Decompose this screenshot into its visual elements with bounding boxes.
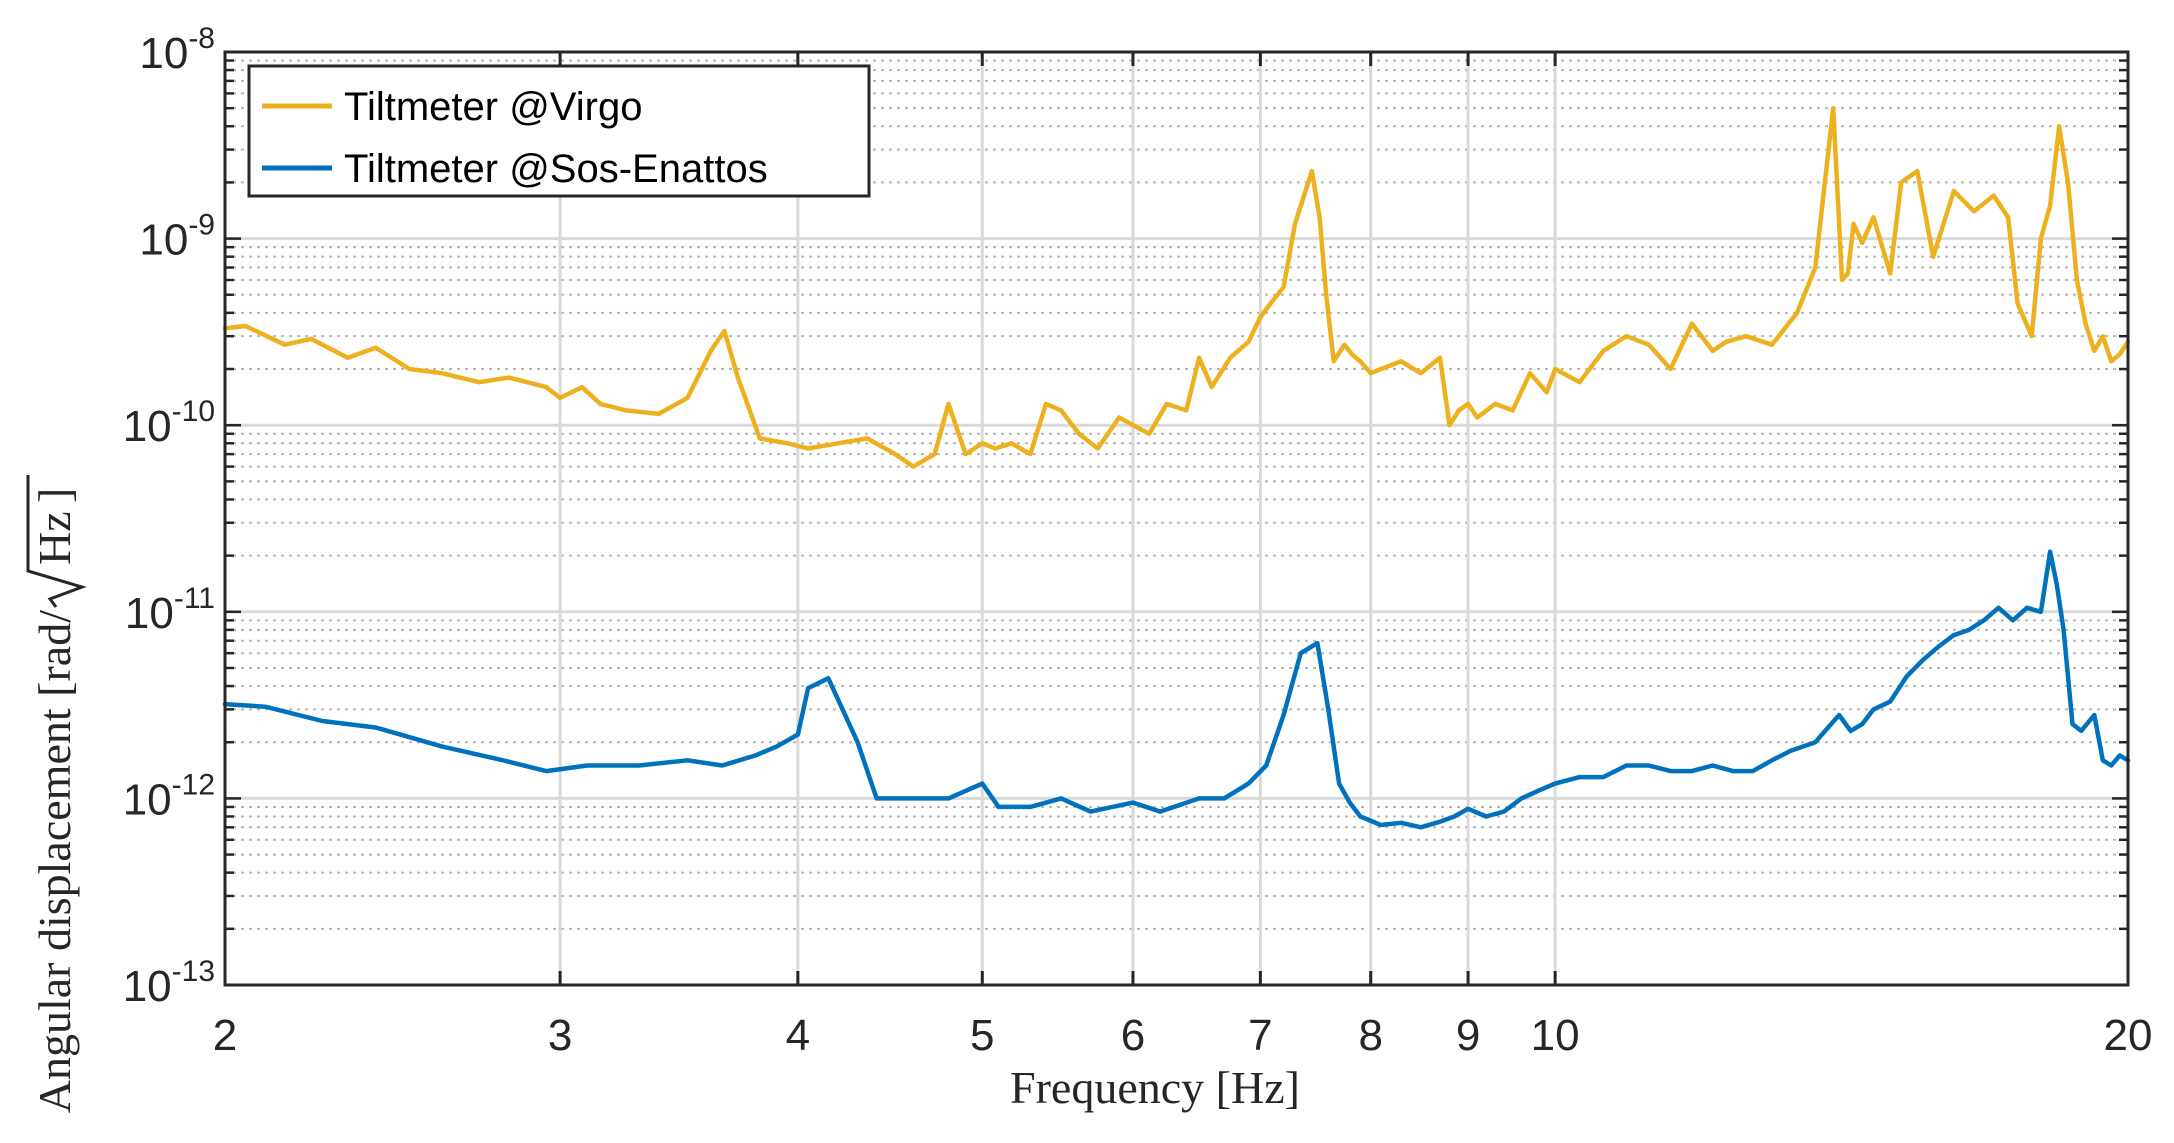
x-tick-label: 10 — [1531, 1011, 1580, 1060]
y-tick-label: 10-10 — [123, 395, 215, 451]
y-tick-label: 10-11 — [125, 582, 215, 638]
sqrt-radical-icon — [26, 475, 87, 608]
plot-frame — [223, 50, 2130, 987]
x-tick-label: 5 — [970, 1011, 994, 1060]
x-tick-label: 20 — [2104, 1011, 2153, 1060]
series-line-0 — [222, 105, 2131, 469]
y-tick-labels: 10-13 10-12 10-11 10-10 10-9 10-8 — [123, 22, 215, 1011]
x-tick-label: 6 — [1121, 1011, 1145, 1060]
series-layer — [222, 105, 2131, 830]
x-tick-label: 3 — [548, 1011, 572, 1060]
y-axis-title: Angular displacement [rad/ Hz ] — [26, 475, 87, 1113]
y-axis-title-unit: Hz — [29, 511, 80, 565]
series-line-1 — [222, 549, 2131, 830]
y-axis-title-close: ] — [29, 488, 80, 503]
y-tick-label: 10-13 — [123, 955, 215, 1011]
x-tick-label: 9 — [1456, 1011, 1480, 1060]
x-tick-label: 2 — [213, 1011, 237, 1060]
y-tick-label: 10-9 — [139, 209, 215, 265]
legend-box — [247, 64, 871, 198]
legend-label-sos-enattos: Tiltmeter @Sos-Enattos — [344, 147, 768, 191]
x-tick-label: 7 — [1248, 1011, 1272, 1060]
axis-ticks — [223, 52, 2130, 987]
x-tick-labels: 2 3 4 5 6 7 8 9 10 20 — [213, 1011, 2153, 1060]
x-tick-label: 4 — [786, 1011, 810, 1060]
y-axis-title-text: Angular displacement [rad/ — [29, 610, 80, 1113]
legend-label-virgo: Tiltmeter @Virgo — [344, 85, 642, 129]
x-tick-label: 8 — [1358, 1011, 1382, 1060]
y-tick-label: 10-12 — [123, 768, 215, 824]
x-axis-title: Frequency [Hz] — [1010, 1062, 1300, 1113]
legend: Tiltmeter @Virgo Tiltmeter @Sos-Enattos — [247, 64, 871, 198]
y-tick-label: 10-8 — [139, 22, 215, 78]
